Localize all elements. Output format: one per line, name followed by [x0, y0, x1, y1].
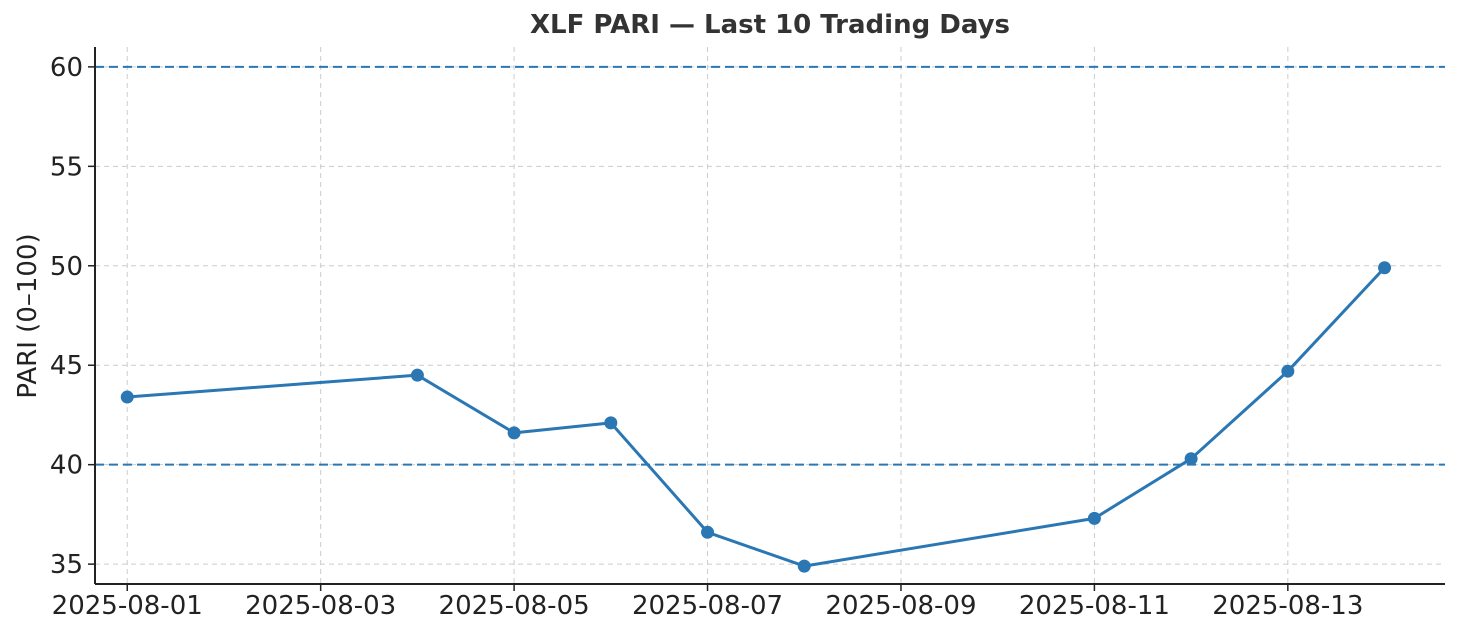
- y-tick-label: 45: [50, 351, 83, 381]
- data-point: [120, 390, 134, 404]
- series: [120, 261, 1392, 573]
- chart-title: XLF PARI — Last 10 Trading Days: [530, 10, 1010, 40]
- data-point: [701, 525, 715, 539]
- reference-lines: [95, 65, 1445, 466]
- data-point: [507, 426, 521, 440]
- x-tick-label: 2025-08-05: [439, 591, 590, 621]
- tick-labels: 35 40 45 50 55 60 2025-08-01 2025-08-03 2025-08-…: [50, 53, 1363, 621]
- y-tick-label: 40: [50, 451, 83, 481]
- grid: [95, 47, 1445, 584]
- y-tick-label: 50: [50, 252, 83, 282]
- x-tick-label: 2025-08-11: [1019, 591, 1170, 621]
- x-tick-label: 2025-08-01: [52, 591, 203, 621]
- x-tick-label: 2025-08-07: [632, 591, 783, 621]
- axes: [88, 47, 1445, 591]
- data-point: [1184, 452, 1198, 466]
- y-tick-label: 60: [50, 53, 83, 83]
- y-tick-label: 35: [50, 550, 83, 580]
- data-point: [797, 559, 811, 573]
- y-tick-label: 55: [50, 152, 83, 182]
- x-tick-label: 2025-08-13: [1212, 591, 1363, 621]
- x-tick-label: 2025-08-09: [825, 591, 976, 621]
- data-point: [1087, 511, 1101, 525]
- x-tick-label: 2025-08-03: [245, 591, 396, 621]
- data-point: [1378, 261, 1392, 275]
- data-point: [1281, 364, 1295, 378]
- series-line: [127, 266, 1386, 568]
- data-point: [604, 416, 618, 430]
- y-axis-label: PARI (0–100): [13, 233, 43, 398]
- data-point: [410, 368, 424, 382]
